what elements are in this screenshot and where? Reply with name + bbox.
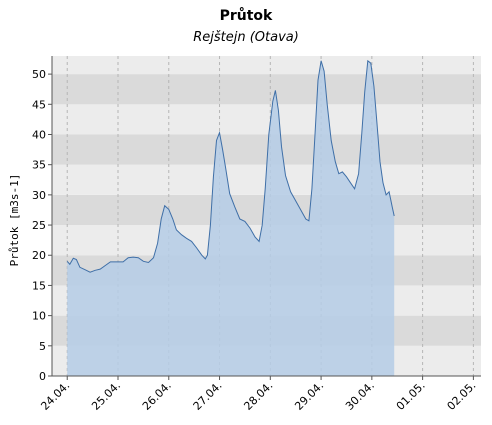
chart-subtitle: Rejštejn (Otava) bbox=[193, 30, 299, 45]
ytick-label-5: 5 bbox=[39, 340, 46, 353]
y-axis-ticks: 0 5 10 15 20 25 30 35 40 45 50 bbox=[32, 68, 52, 383]
xtick-label-26.04.: 26.04. bbox=[140, 379, 174, 413]
ytick-label-0: 0 bbox=[39, 370, 46, 383]
xtick-label-29.04.: 29.04. bbox=[292, 379, 326, 413]
xtick-label-28.04.: 28.04. bbox=[241, 379, 275, 413]
band-40 bbox=[52, 104, 481, 135]
xtick-label-01.05.: 01.05. bbox=[394, 379, 428, 413]
flow-line bbox=[66, 59, 395, 273]
ytick-label-20: 20 bbox=[32, 249, 46, 262]
xtick-label-02.05.: 02.05. bbox=[445, 379, 479, 413]
x-axis-ticks: 24.04. 25.04. 26.04. 27.04. 28.04. 29.04. 30.0… bbox=[38, 376, 479, 413]
ytick-label-10: 10 bbox=[32, 310, 46, 323]
ytick-label-50: 50 bbox=[32, 68, 46, 81]
ytick-label-25: 25 bbox=[32, 219, 46, 232]
axes bbox=[51, 56, 481, 377]
y-axis-label: Průtok [m3s-1] bbox=[8, 174, 21, 267]
band-50 bbox=[52, 56, 481, 75]
ytick-label-30: 30 bbox=[32, 189, 46, 202]
xtick-label-24.04.: 24.04. bbox=[38, 379, 72, 413]
xtick-label-30.04.: 30.04. bbox=[343, 379, 377, 413]
ytick-label-40: 40 bbox=[32, 128, 46, 141]
ytick-label-15: 15 bbox=[32, 279, 46, 292]
band-45 bbox=[52, 74, 481, 105]
flow-area bbox=[67, 60, 395, 377]
ytick-label-45: 45 bbox=[32, 98, 46, 111]
ytick-label-35: 35 bbox=[32, 159, 46, 172]
chart-title: Průtok bbox=[219, 8, 273, 24]
xtick-label-27.04.: 27.04. bbox=[191, 379, 225, 413]
band-35 bbox=[52, 134, 481, 165]
xtick-label-25.04.: 25.04. bbox=[89, 379, 123, 413]
